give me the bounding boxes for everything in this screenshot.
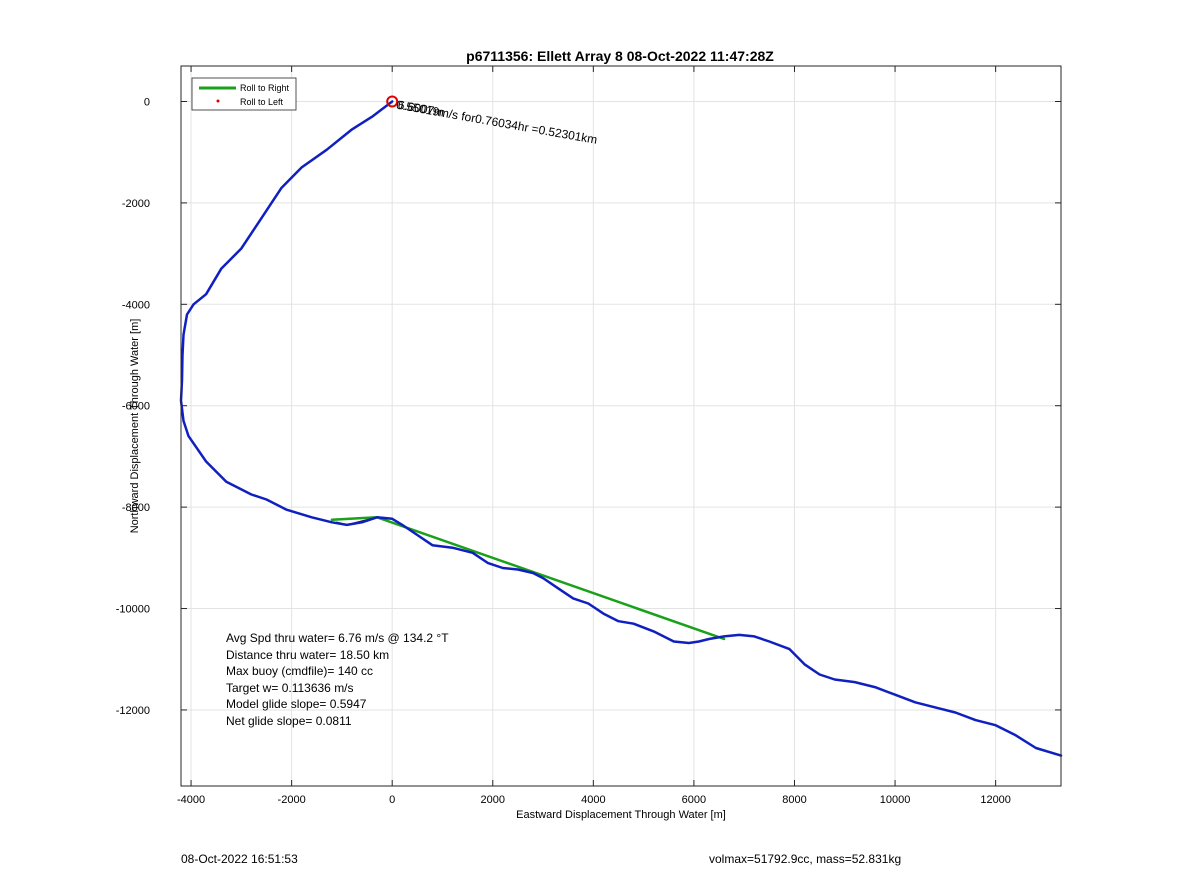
series-line-2 [179, 100, 1063, 757]
stats-block: Avg Spd thru water= 6.76 m/s @ 134.2 °T … [226, 631, 449, 728]
legend-label-roll-right: Roll to Right [240, 83, 290, 93]
x-tick-label: 2000 [481, 794, 505, 806]
y-tick-label: 0 [144, 96, 150, 108]
plot-frame [180, 65, 1062, 787]
legend-label-roll-left: Roll to Left [240, 97, 284, 107]
grid [181, 66, 1061, 786]
series-group [179, 95, 1063, 757]
x-tick-label: 10000 [880, 794, 911, 806]
y-axis-label: Northward Displacement Through Water [m] [129, 319, 141, 534]
x-tick-label: 4000 [581, 794, 605, 806]
y-tick-label: -8000 [122, 502, 150, 514]
legend: Roll to Right Roll to Left [191, 77, 297, 111]
x-tick-label: -4000 [177, 794, 205, 806]
x-axis-label: Eastward Displacement Through Water [m] [516, 809, 726, 821]
axis-ticks: -4000 -2000 0 2000 4000 6000 8000 10000 12000 0 -2… [116, 66, 1061, 806]
y-tick-label: -6000 [122, 401, 150, 413]
footer-timestamp: 08-Oct-2022 16:51:53 [181, 852, 298, 866]
footer-volmax-mass: volmax=51792.9cc, mass=52.831kg [709, 852, 902, 866]
stat-model-glide: Model glide slope= 0.5947 [226, 697, 367, 711]
stat-net-glide: Net glide slope= 0.0811 [226, 714, 352, 728]
annotation-text: 6.6007m [397, 98, 445, 120]
x-tick-label: 0 [389, 794, 395, 806]
y-tick-label: -2000 [122, 198, 150, 210]
legend-swatch-roll-left [216, 99, 220, 103]
stat-distance: Distance thru water= 18.50 km [226, 648, 389, 662]
stat-target-w: Target w= 0.113636 m/s [226, 681, 354, 695]
stat-max-buoy: Max buoy (cmdfile)= 140 cc [226, 664, 373, 678]
x-tick-label: 8000 [782, 794, 806, 806]
y-tick-label: -12000 [116, 705, 150, 717]
x-tick-label: 12000 [980, 794, 1011, 806]
legend-box [191, 77, 297, 111]
annotations: 0.55019m/s for0.76034hr =0.52301km6.6007… [395, 98, 598, 147]
stat-avg-speed: Avg Spd thru water= 6.76 m/s @ 134.2 °T [226, 631, 449, 645]
chart-title: p6711356: Ellett Array 8 08-Oct-2022 11:… [466, 48, 774, 64]
start-marker [386, 95, 399, 108]
x-tick-label: 6000 [682, 794, 706, 806]
x-tick-label: -2000 [278, 794, 306, 806]
y-tick-label: -4000 [122, 299, 150, 311]
y-tick-label: -10000 [116, 604, 150, 616]
series-line-0 [330, 516, 726, 641]
